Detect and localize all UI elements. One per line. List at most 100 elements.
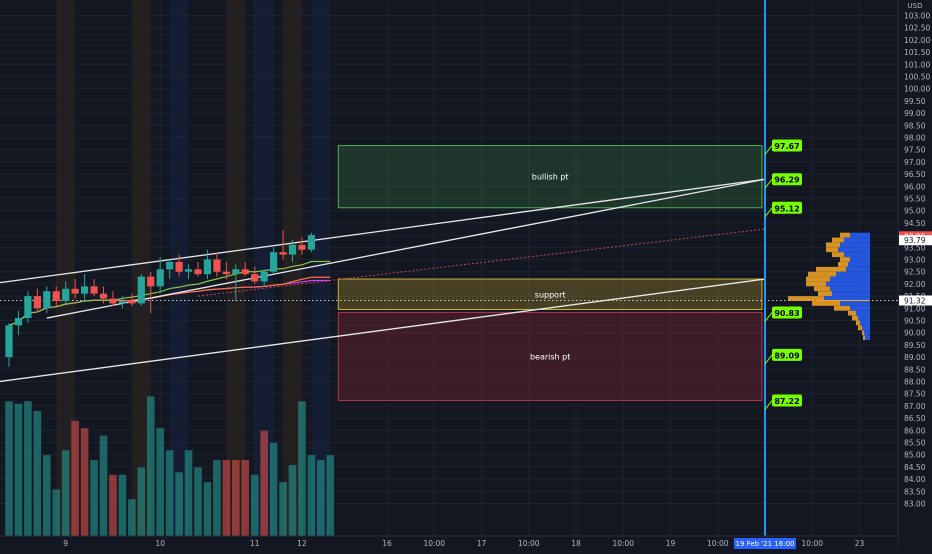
volume-bar — [43, 455, 51, 536]
price-tick-label: 85.50 — [904, 439, 926, 448]
volume-bar — [222, 460, 231, 536]
volume-bars — [5, 396, 335, 536]
target-value: 87.22 — [774, 397, 799, 406]
candle-body — [128, 300, 136, 304]
price-tick-label: 89.50 — [904, 341, 926, 350]
target-pointer — [764, 178, 773, 189]
volume-profile-down — [826, 247, 838, 253]
candle-body — [222, 271, 230, 275]
volume-profile-down — [806, 281, 826, 287]
volume-bar — [250, 474, 259, 536]
volume-bar — [146, 396, 155, 536]
volume-profile-down — [816, 266, 846, 272]
volume-profile-up — [844, 237, 870, 243]
price-tick-label: 87.50 — [904, 390, 926, 399]
price-tick-label: 93.50 — [904, 243, 926, 252]
volume-profile-up — [830, 276, 870, 282]
volume-bar — [260, 430, 268, 536]
volume-profile-down — [838, 261, 848, 267]
zone-label: bullish pt — [532, 173, 569, 182]
trend-lines[interactable] — [0, 178, 766, 383]
trend-line[interactable] — [0, 178, 766, 284]
price-tick-label: 100.00 — [904, 85, 930, 94]
time-tick-label: 10 — [155, 539, 165, 548]
candle-body — [90, 286, 98, 294]
volume-profile-down — [826, 242, 840, 248]
target-label: 90.83 — [764, 306, 802, 322]
volume-profile-down — [812, 301, 840, 306]
time-tick-label: 12 — [297, 539, 307, 548]
volume-profile-up — [844, 252, 870, 258]
candle-body — [81, 286, 89, 294]
volume-profile-down — [834, 305, 850, 311]
zone-label: bearish pt — [530, 352, 570, 361]
trend-line[interactable] — [46, 178, 766, 319]
candle-body — [251, 274, 259, 282]
volume-profile-down — [806, 276, 830, 282]
price-axis[interactable]: USD 103.00 102.50 102.00 101.50 101.00 100.50 1… — [897, 0, 932, 550]
volume-profile-up — [850, 305, 870, 311]
candle-body — [147, 276, 155, 287]
candle-body — [166, 261, 174, 270]
candle-body — [175, 261, 183, 272]
candle-body — [33, 296, 41, 309]
price-tick-label: 86.50 — [904, 414, 926, 423]
price-tick-label: 98.50 — [904, 121, 926, 130]
volume-profile-up — [848, 261, 870, 267]
time-axis[interactable]: 9 10 11 12 16 10:00 17 10:00 18 10:00 19 10:00 10:00… — [0, 535, 898, 550]
target-pointer — [764, 312, 773, 322]
zone-bull — [337, 145, 763, 209]
volume-bar — [99, 435, 108, 536]
volume-profile-down — [818, 291, 832, 297]
time-tick-label: 16 — [382, 539, 392, 548]
candle-body — [99, 293, 108, 299]
target-value: 90.83 — [774, 309, 799, 318]
time-axis-bg — [0, 536, 898, 550]
volume-profile-down — [814, 286, 830, 292]
volume-profile-up — [850, 257, 870, 262]
candle-body — [298, 244, 306, 250]
volume-bar — [90, 460, 98, 536]
price-tick-label: 100.50 — [904, 73, 930, 82]
target-labels: 97.67 96.29 95.12 90.83 89.09 87.22 — [764, 139, 802, 410]
target-value: 89.09 — [774, 351, 800, 360]
volume-profile-down — [832, 237, 844, 243]
target-value: 97.67 — [774, 142, 799, 151]
volume-bar — [156, 428, 164, 536]
target-pointer — [764, 400, 773, 410]
price-tick-label: 95.50 — [904, 195, 926, 204]
target-value: 96.29 — [774, 176, 800, 185]
volume-bar — [137, 467, 146, 536]
trend-line[interactable] — [0, 278, 766, 383]
volume-profile-down — [832, 252, 844, 258]
target-label: 95.12 — [764, 201, 802, 218]
volume-profile-up — [836, 271, 870, 277]
price-tick-label: 91.00 — [904, 304, 926, 313]
price-badge-value: 93.79 — [904, 236, 926, 245]
target-badge — [772, 348, 802, 361]
price-tick-label: 103.00 — [904, 12, 930, 21]
volume-profile-down — [852, 315, 858, 321]
price-tick-label: 85.00 — [904, 451, 926, 460]
target-pointer — [764, 207, 773, 218]
candle-body — [279, 252, 287, 255]
time-tick-label: 10:00 — [801, 539, 823, 548]
candle-body — [43, 291, 51, 309]
price-tick-label: 96.50 — [904, 170, 926, 179]
time-tick-label: 10:00 — [612, 539, 634, 548]
price-badge — [899, 235, 932, 246]
volume-profile — [788, 232, 870, 340]
price-tick-label: 101.50 — [904, 48, 930, 57]
price-tick-label: 95.00 — [904, 207, 926, 216]
projection-line — [197, 228, 766, 297]
volume-bar — [269, 442, 278, 536]
volume-profile-up — [826, 281, 870, 287]
price-tick-label: 90.50 — [904, 317, 926, 326]
time-tick-label: 23 — [855, 539, 865, 548]
zone-label: support — [535, 290, 566, 299]
volume-profile-up — [856, 310, 870, 316]
candle-body — [137, 276, 145, 304]
volume-bar — [317, 460, 325, 536]
